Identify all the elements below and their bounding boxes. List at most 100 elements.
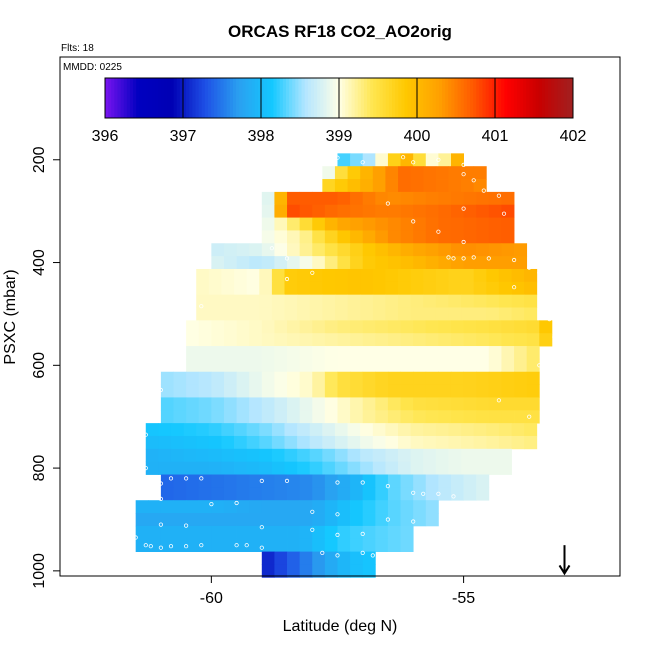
- heatmap-cell: [448, 448, 462, 463]
- heatmap-cell: [148, 538, 162, 552]
- heatmap-cell: [476, 204, 490, 218]
- flight-point: [360, 480, 365, 485]
- colorbar-swatch: [323, 78, 328, 118]
- colorbar-swatch: [407, 78, 412, 118]
- colorbar-swatch: [186, 78, 190, 118]
- heatmap-cell: [274, 243, 288, 257]
- heatmap-cell: [413, 474, 427, 488]
- heatmap-cell: [438, 410, 452, 424]
- heatmap-cell: [299, 410, 313, 424]
- heatmap-cell: [208, 294, 222, 308]
- heatmap-cell: [223, 397, 237, 411]
- heatmap-cell: [514, 333, 528, 347]
- heatmap-cells: [135, 153, 553, 578]
- heatmap-cell: [435, 448, 449, 463]
- colorbar-swatch: [376, 78, 381, 118]
- heatmap-cell: [387, 358, 401, 373]
- heatmap-cell: [347, 448, 361, 463]
- colorbar-swatch: [111, 78, 115, 118]
- y-tick-label: 1000: [31, 553, 48, 589]
- heatmap-cell: [324, 500, 338, 514]
- heatmap-cell: [322, 307, 336, 321]
- heatmap-cell: [322, 294, 336, 308]
- heatmap-cell: [400, 538, 414, 552]
- heatmap-cell: [501, 333, 515, 347]
- heatmap-cell: [324, 487, 338, 501]
- heatmap-cell: [350, 243, 364, 257]
- flight-point: [527, 414, 532, 419]
- heatmap-cell: [387, 474, 401, 488]
- colorbar-swatch: [535, 78, 540, 118]
- heatmap-cell: [196, 423, 210, 437]
- heatmap-cell: [375, 538, 389, 552]
- heatmap-cell: [337, 217, 351, 231]
- heatmap-cell: [387, 410, 401, 424]
- heatmap-cell: [425, 500, 439, 514]
- heatmap-cell: [435, 179, 449, 193]
- colorbar-swatch: [142, 78, 147, 118]
- heatmap-cell: [186, 358, 200, 373]
- colorbar-swatch: [264, 78, 268, 118]
- flight-point: [143, 543, 148, 548]
- heatmap-cell: [274, 217, 288, 231]
- heatmap-cell: [488, 333, 502, 347]
- flight-point: [537, 270, 542, 275]
- colorbar-swatch: [320, 78, 324, 118]
- heatmap-cell: [211, 371, 225, 385]
- heatmap-cell: [312, 397, 326, 411]
- heatmap-cell: [173, 487, 187, 501]
- heatmap-cell: [450, 384, 464, 398]
- heatmap-cell: [400, 474, 414, 488]
- heatmap-cell: [234, 461, 248, 475]
- heatmap-cell: [337, 384, 351, 398]
- heatmap-cell: [198, 384, 212, 398]
- flight-point: [511, 257, 517, 263]
- flight-point: [461, 162, 466, 167]
- heatmap-cell: [249, 397, 263, 411]
- heatmap-cell: [387, 538, 401, 552]
- heatmap-cell: [158, 461, 172, 475]
- heatmap-cell: [135, 538, 149, 552]
- colorbar-swatch: [495, 78, 499, 118]
- heatmap-cell: [385, 448, 399, 463]
- heatmap-cell: [539, 320, 553, 334]
- colorbar-swatch: [335, 78, 340, 118]
- heatmap-cell: [375, 217, 389, 231]
- heatmap-cell: [425, 191, 439, 206]
- heatmap-cell: [211, 474, 225, 488]
- heatmap-cell: [375, 371, 389, 385]
- heatmap-cell: [498, 448, 512, 463]
- heatmap-cell: [350, 564, 364, 578]
- heatmap-cell: [261, 346, 275, 360]
- heatmap-cell: [476, 217, 490, 231]
- colorbar-swatch: [523, 78, 527, 118]
- heatmap-cell: [400, 487, 414, 501]
- heatmap-cell: [461, 307, 475, 321]
- heatmap-cell: [324, 474, 338, 488]
- heatmap-cell: [372, 179, 386, 193]
- flight-point: [360, 531, 365, 537]
- heatmap-cell: [158, 435, 172, 450]
- heatmap-cell: [183, 461, 197, 475]
- heatmap-cell: [438, 346, 452, 360]
- heatmap-cell: [398, 268, 412, 283]
- heatmap-cell: [448, 435, 462, 450]
- flight-point: [335, 155, 340, 160]
- heatmap-cell: [350, 358, 364, 373]
- colorbar-swatch: [133, 78, 137, 118]
- colorbar-swatch: [395, 78, 399, 118]
- heatmap-cell: [334, 448, 348, 463]
- heatmap-cell: [524, 435, 538, 450]
- flight-point: [411, 490, 416, 495]
- heatmap-cell: [249, 538, 263, 552]
- heatmap-cell: [287, 191, 301, 206]
- heatmap-cell: [223, 346, 237, 360]
- heatmap-cell: [287, 256, 301, 270]
- colorbar-swatch: [529, 78, 533, 118]
- flight-point: [259, 525, 264, 530]
- colorbar-tick-label: 401: [482, 128, 509, 145]
- colorbar-swatch: [295, 78, 299, 118]
- heatmap-cell: [476, 243, 490, 257]
- heatmap-cell: [322, 166, 336, 180]
- flight-point: [421, 555, 426, 561]
